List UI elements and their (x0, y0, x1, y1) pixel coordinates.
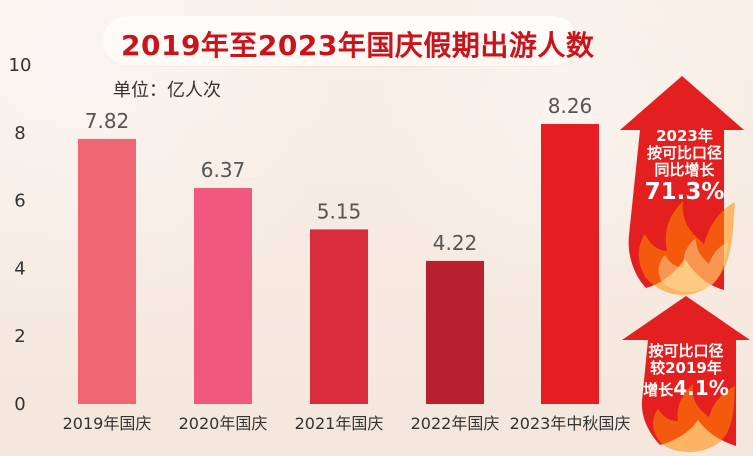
bar-2 (194, 188, 252, 404)
bar-1 (78, 138, 136, 405)
category-label-3: 2021年国庆 (295, 414, 384, 433)
y-tick-label: 2 (14, 326, 25, 347)
arrow-badge-bottom (622, 296, 750, 452)
flame-inner-top (658, 238, 728, 292)
chart-title: 2019年至2023年国庆假期出游人数 (121, 29, 595, 62)
growth-badge-top: 2023年 按可比口径 同比增长 71.3% (637, 128, 732, 206)
category-label-4: 2022年国庆 (411, 414, 500, 433)
growth-badge-top-line1: 2023年 (656, 127, 713, 145)
growth-badge-top-line2: 按可比口径 (646, 143, 722, 162)
arrow-badge-top (620, 76, 744, 295)
growth-badge-bottom-line3-prefix: 增长 (643, 380, 674, 399)
flame-overlay-top (638, 201, 735, 295)
value-labels: 7.82 6.37 5.15 4.22 8.26 (85, 94, 593, 255)
y-tick-label: 10 (9, 55, 32, 76)
value-label-5: 8.26 (548, 94, 593, 118)
unit-label: 单位：亿人次 (113, 80, 221, 101)
y-tick-label: 4 (14, 258, 25, 279)
y-tick-label: 6 (14, 191, 25, 212)
growth-badge-bottom-line2: 较2019年 (650, 358, 722, 377)
growth-badge-bottom: 按可比口径 较2019年 增长4.1% (637, 343, 735, 399)
title-pill (103, 16, 577, 66)
value-label-3: 5.15 (317, 199, 362, 223)
growth-badge-top-value: 71.3% (644, 179, 725, 206)
y-tick-label: 8 (14, 123, 25, 144)
category-label-2: 2020年国庆 (179, 414, 268, 433)
flame-overlay-bottom (653, 384, 735, 452)
y-tick-label: 0 (14, 394, 25, 415)
growth-badge-bottom-value: 4.1% (673, 375, 729, 400)
category-labels: 2019年国庆 2020年国庆 2021年国庆 2022年国庆 2023年中秋国庆 (63, 414, 631, 433)
category-label-5: 2023年中秋国庆 (510, 414, 631, 433)
growth-badge-bottom-line1: 按可比口径 (648, 342, 724, 360)
y-axis-ticks: 0 2 4 6 8 10 (9, 55, 32, 415)
bar-4 (426, 260, 484, 404)
value-label-1: 7.82 (85, 109, 130, 133)
growth-badge-top-line3: 同比增长 (654, 160, 715, 179)
value-label-2: 6.37 (201, 158, 246, 182)
bar-5 (541, 123, 599, 405)
bars (78, 123, 599, 405)
bar-3 (310, 229, 368, 404)
value-label-4: 4.22 (433, 231, 478, 255)
category-label-1: 2019年国庆 (63, 414, 152, 433)
